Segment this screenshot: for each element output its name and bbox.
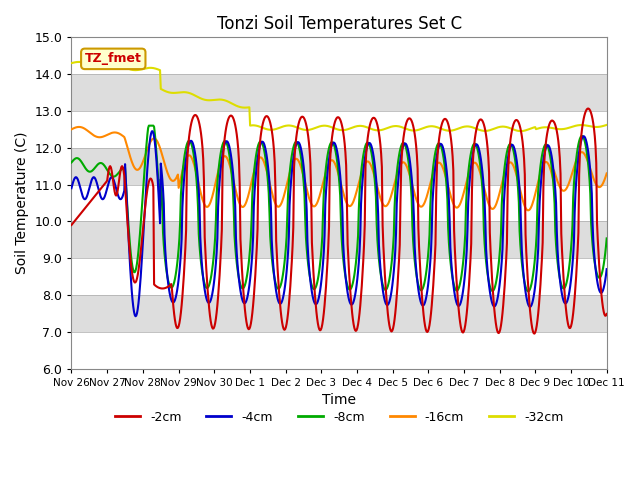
X-axis label: Time: Time <box>322 393 356 407</box>
Legend: -2cm, -4cm, -8cm, -16cm, -32cm: -2cm, -4cm, -8cm, -16cm, -32cm <box>110 406 568 429</box>
Y-axis label: Soil Temperature (C): Soil Temperature (C) <box>15 132 29 274</box>
Bar <box>72 295 607 332</box>
Text: TZ_fmet: TZ_fmet <box>85 52 141 65</box>
Bar <box>72 258 607 295</box>
Bar <box>72 74 607 111</box>
Bar <box>72 221 607 258</box>
Bar <box>72 111 607 148</box>
Bar <box>72 148 607 184</box>
Bar <box>72 37 607 74</box>
Bar <box>72 184 607 221</box>
Bar <box>72 332 607 369</box>
Title: Tonzi Soil Temperatures Set C: Tonzi Soil Temperatures Set C <box>216 15 461 33</box>
